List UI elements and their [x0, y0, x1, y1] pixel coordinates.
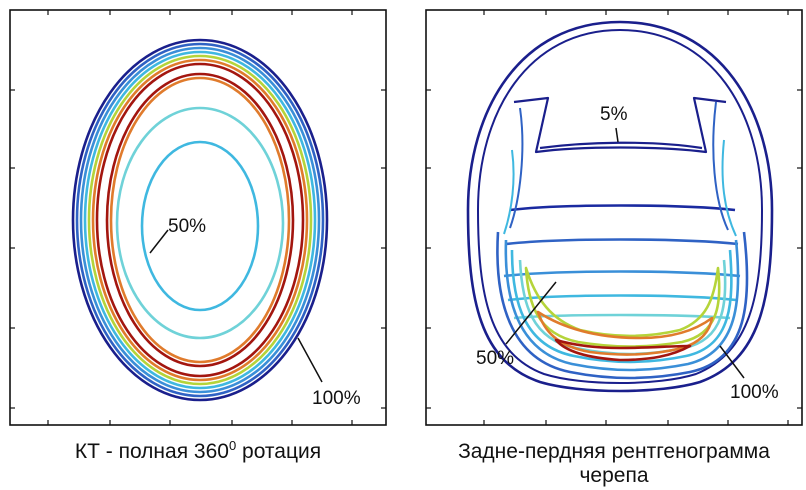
left-caption: КТ - полная 3600 ротация — [10, 438, 386, 464]
right-contour — [477, 29, 763, 384]
left-contour — [95, 62, 305, 378]
left-caption-superscript: 0 — [228, 438, 237, 453]
right-contour — [536, 310, 714, 356]
left-caption-prefix: КТ - полная 360 — [74, 440, 229, 463]
left-contour — [91, 58, 309, 382]
right-contour — [513, 96, 727, 154]
left-isodose-contours — [71, 38, 329, 402]
left-contour — [83, 50, 317, 390]
right-contour — [503, 149, 515, 235]
left-contour — [115, 106, 285, 340]
left-contour — [75, 42, 325, 398]
left-panel: 50% 100% — [9, 9, 387, 426]
right-contour — [509, 204, 736, 212]
right-contour — [504, 239, 740, 372]
left-caption-suffix: ротация — [236, 440, 322, 463]
right-label-50-leader — [505, 281, 557, 345]
left-ticks — [10, 10, 386, 425]
left-contour — [87, 54, 313, 386]
left-label-100-leader — [297, 337, 323, 383]
right-contour — [513, 313, 731, 320]
right-label-100: 100% — [730, 382, 779, 403]
right-contour — [466, 20, 774, 393]
right-isodose-contours — [466, 20, 774, 393]
right-label-5-leader — [615, 127, 619, 143]
right-contour — [712, 101, 729, 231]
right-contour — [721, 139, 737, 237]
right-caption-line1: Задне-пердняя рентгенограмма — [458, 440, 770, 463]
right-label-50: 50% — [476, 348, 514, 369]
right-contour — [496, 231, 749, 380]
right-contour — [539, 141, 703, 150]
right-caption-line2: черепа — [579, 464, 649, 487]
left-label-100: 100% — [312, 388, 361, 409]
right-contour — [509, 107, 524, 229]
left-label-50-leader — [149, 229, 169, 254]
left-contour — [71, 38, 329, 402]
left-label-50: 50% — [168, 216, 206, 237]
right-contour — [505, 238, 739, 246]
right-panel: 5% 50% 100% — [425, 9, 803, 426]
left-contour — [140, 140, 260, 312]
right-ticks — [426, 10, 802, 425]
right-label-100-leader — [719, 345, 745, 379]
right-label-5: 5% — [600, 104, 628, 125]
left-contour — [109, 76, 291, 364]
right-contour — [510, 249, 733, 364]
left-contour — [105, 72, 295, 368]
left-contour — [79, 46, 321, 394]
right-contour — [554, 338, 692, 362]
